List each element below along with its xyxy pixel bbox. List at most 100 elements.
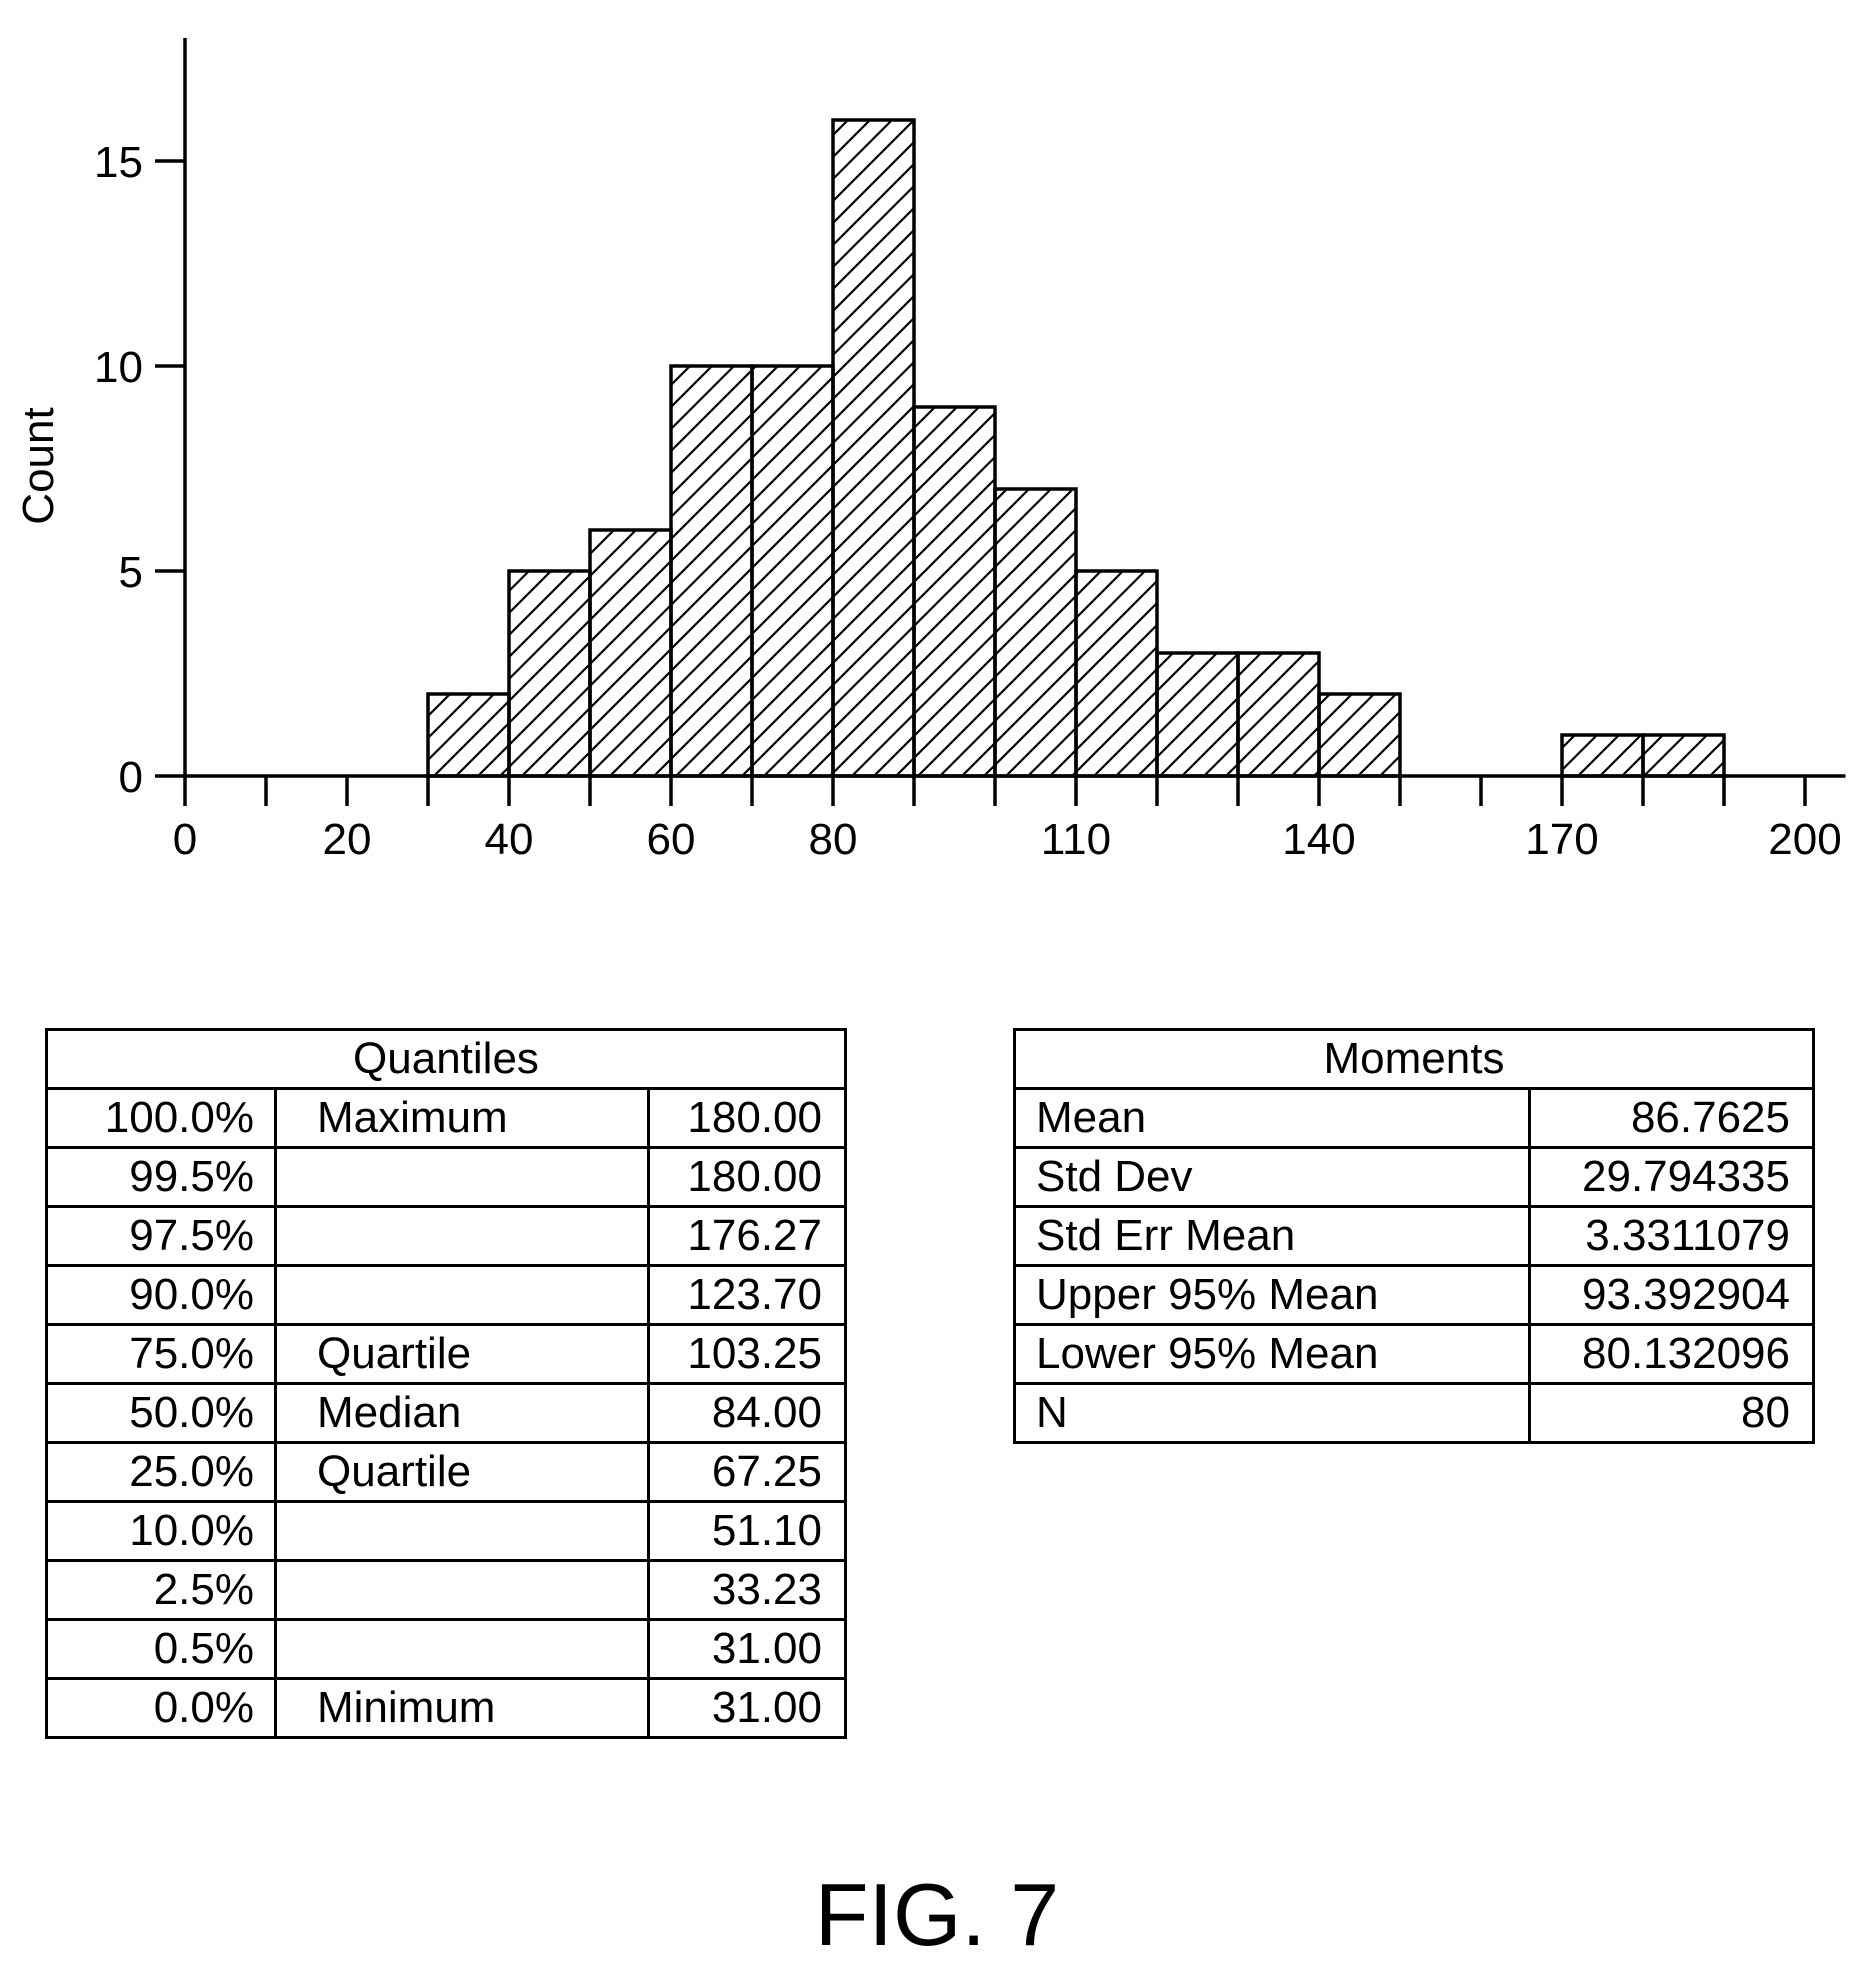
quantiles-title: Quantiles bbox=[45, 1028, 847, 1090]
quantiles-header-row: Quantiles bbox=[45, 1028, 847, 1090]
x-tick-label: 20 bbox=[323, 815, 372, 864]
quantiles-row: 75.0% Quartile 103.25 bbox=[45, 1323, 847, 1385]
x-tick-label: 0 bbox=[173, 815, 197, 864]
quantile-value: 180.00 bbox=[647, 1146, 847, 1208]
moment-value: 80 bbox=[1528, 1382, 1815, 1444]
quantile-percent: 0.0% bbox=[45, 1677, 277, 1739]
quantile-percent: 99.5% bbox=[45, 1146, 277, 1208]
histogram-bar bbox=[1155, 651, 1240, 778]
moment-value: 86.7625 bbox=[1528, 1087, 1815, 1149]
quantile-value: 31.00 bbox=[647, 1618, 847, 1680]
y-tick-label: 15 bbox=[94, 138, 143, 187]
quantile-label: Median bbox=[274, 1382, 650, 1444]
figure-caption: FIG. 7 bbox=[814, 1865, 1060, 1964]
quantile-label bbox=[274, 1205, 650, 1267]
histogram-bar bbox=[831, 118, 916, 778]
x-tick-label: 40 bbox=[485, 815, 534, 864]
moment-value: 29.794335 bbox=[1528, 1146, 1815, 1208]
quantile-label bbox=[274, 1618, 650, 1680]
x-tick-label: 60 bbox=[647, 815, 696, 864]
quantile-value: 123.70 bbox=[647, 1264, 847, 1326]
histogram-bar bbox=[1074, 569, 1159, 778]
quantile-value: 67.25 bbox=[647, 1441, 847, 1503]
quantiles-row: 100.0% Maximum 180.00 bbox=[45, 1087, 847, 1149]
moment-label: Lower 95% Mean bbox=[1013, 1323, 1531, 1385]
histogram-chart: 0 20 40 60 80 110 140 170 200 0 5 10 15 Count bbox=[14, 38, 1846, 864]
quantiles-table: Quantiles 100.0% Maximum 180.00 99.5% 180.00… bbox=[45, 1028, 847, 1739]
quantile-label: Minimum bbox=[274, 1677, 650, 1739]
quantile-label: Quartile bbox=[274, 1441, 650, 1503]
moments-row: Lower 95% Mean 80.132096 bbox=[1013, 1323, 1815, 1385]
histogram-bar bbox=[426, 692, 511, 778]
y-tick-label: 0 bbox=[119, 753, 143, 802]
moments-row: Std Err Mean 3.3311079 bbox=[1013, 1205, 1815, 1267]
moments-row: N 80 bbox=[1013, 1382, 1815, 1444]
x-tick-label: 80 bbox=[809, 815, 858, 864]
quantile-value: 33.23 bbox=[647, 1559, 847, 1621]
moments-row: Upper 95% Mean 93.392904 bbox=[1013, 1264, 1815, 1326]
quantile-percent: 10.0% bbox=[45, 1500, 277, 1562]
x-tick-label: 140 bbox=[1282, 815, 1355, 864]
histogram-bar bbox=[1236, 651, 1321, 778]
quantile-percent: 75.0% bbox=[45, 1323, 277, 1385]
x-tick-label: 110 bbox=[1041, 815, 1111, 864]
histogram-bar bbox=[669, 364, 754, 778]
quantile-percent: 2.5% bbox=[45, 1559, 277, 1621]
quantiles-row: 97.5% 176.27 bbox=[45, 1205, 847, 1267]
quantile-percent: 90.0% bbox=[45, 1264, 277, 1326]
quantile-percent: 0.5% bbox=[45, 1618, 277, 1680]
moments-row: Std Dev 29.794335 bbox=[1013, 1146, 1815, 1208]
moment-value: 3.3311079 bbox=[1528, 1205, 1815, 1267]
moments-body: Mean 86.7625 Std Dev 29.794335 Std Err Mean 3… bbox=[1013, 1087, 1815, 1444]
quantile-label bbox=[274, 1559, 650, 1621]
histogram-bar bbox=[1641, 733, 1726, 778]
moment-label: Std Err Mean bbox=[1013, 1205, 1531, 1267]
histogram-bars bbox=[426, 118, 1726, 778]
x-axis: 0 20 40 60 80 110 140 170 200 bbox=[173, 774, 1846, 864]
quantile-value: 180.00 bbox=[647, 1087, 847, 1149]
quantile-value: 51.10 bbox=[647, 1500, 847, 1562]
moment-label: Upper 95% Mean bbox=[1013, 1264, 1531, 1326]
quantiles-row: 10.0% 51.10 bbox=[45, 1500, 847, 1562]
quantile-percent: 25.0% bbox=[45, 1441, 277, 1503]
quantiles-row: 25.0% Quartile 67.25 bbox=[45, 1441, 847, 1503]
quantiles-row: 0.0% Minimum 31.00 bbox=[45, 1677, 847, 1739]
histogram-bar bbox=[1317, 692, 1402, 778]
moments-header-row: Moments bbox=[1013, 1028, 1815, 1090]
moments-row: Mean 86.7625 bbox=[1013, 1087, 1815, 1149]
y-tick-label: 10 bbox=[94, 343, 143, 392]
histogram-bar bbox=[912, 405, 997, 778]
moment-value: 93.392904 bbox=[1528, 1264, 1815, 1326]
moment-label: Std Dev bbox=[1013, 1146, 1531, 1208]
moments-table: Moments Mean 86.7625 Std Dev 29.794335 Std E… bbox=[1013, 1028, 1815, 1444]
quantile-label: Quartile bbox=[274, 1323, 650, 1385]
moment-value: 80.132096 bbox=[1528, 1323, 1815, 1385]
quantiles-body: 100.0% Maximum 180.00 99.5% 180.00 97.5% 176.2… bbox=[45, 1087, 847, 1739]
quantiles-row: 50.0% Median 84.00 bbox=[45, 1382, 847, 1444]
quantile-value: 103.25 bbox=[647, 1323, 847, 1385]
moment-label: N bbox=[1013, 1382, 1531, 1444]
x-tick-label: 170 bbox=[1525, 815, 1598, 864]
quantile-percent: 100.0% bbox=[45, 1087, 277, 1149]
quantiles-row: 0.5% 31.00 bbox=[45, 1618, 847, 1680]
y-tick-label: 5 bbox=[119, 548, 143, 597]
y-axis: 0 5 10 15 bbox=[94, 38, 187, 802]
moments-title: Moments bbox=[1013, 1028, 1815, 1090]
quantile-label bbox=[274, 1146, 650, 1208]
quantile-value: 176.27 bbox=[647, 1205, 847, 1267]
moment-label: Mean bbox=[1013, 1087, 1531, 1149]
histogram-bar bbox=[993, 487, 1078, 778]
quantiles-row: 99.5% 180.00 bbox=[45, 1146, 847, 1208]
x-tick-label: 200 bbox=[1768, 815, 1841, 864]
quantile-label: Maximum bbox=[274, 1087, 650, 1149]
histogram-bar bbox=[588, 528, 673, 778]
histogram-bar bbox=[1560, 733, 1645, 778]
quantile-percent: 50.0% bbox=[45, 1382, 277, 1444]
histogram-bar bbox=[750, 364, 835, 778]
quantile-value: 84.00 bbox=[647, 1382, 847, 1444]
quantile-value: 31.00 bbox=[647, 1677, 847, 1739]
quantile-label bbox=[274, 1264, 650, 1326]
quantiles-row: 90.0% 123.70 bbox=[45, 1264, 847, 1326]
y-axis-title: Count bbox=[14, 407, 63, 524]
quantiles-row: 2.5% 33.23 bbox=[45, 1559, 847, 1621]
